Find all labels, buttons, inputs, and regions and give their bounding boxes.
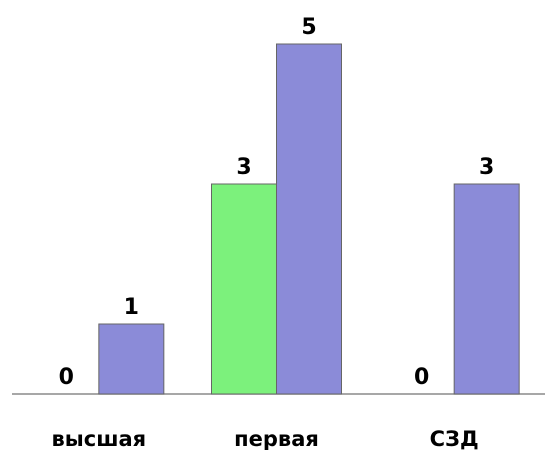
category-label-2: СЗД bbox=[430, 427, 479, 450]
category-labels-group: высшая первая СЗД bbox=[51, 427, 478, 450]
bars-group bbox=[98, 43, 520, 395]
value-label-s2-1: 5 bbox=[301, 15, 316, 40]
value-label-s1-0: 0 bbox=[59, 365, 74, 390]
value-labels-group: 0 1 3 5 0 3 bbox=[59, 15, 495, 390]
bar-s1-1 bbox=[211, 183, 277, 395]
category-label-0: высшая bbox=[51, 427, 146, 450]
category-label-1: первая bbox=[234, 427, 319, 450]
bar-s2-2 bbox=[453, 183, 520, 395]
value-label-s2-2: 3 bbox=[479, 155, 494, 180]
bar-s2-0 bbox=[98, 323, 165, 395]
value-label-s2-0: 1 bbox=[124, 295, 139, 320]
value-label-s1-2: 0 bbox=[414, 365, 429, 390]
value-label-s1-1: 3 bbox=[236, 155, 251, 180]
bar-s2-1 bbox=[276, 43, 342, 395]
